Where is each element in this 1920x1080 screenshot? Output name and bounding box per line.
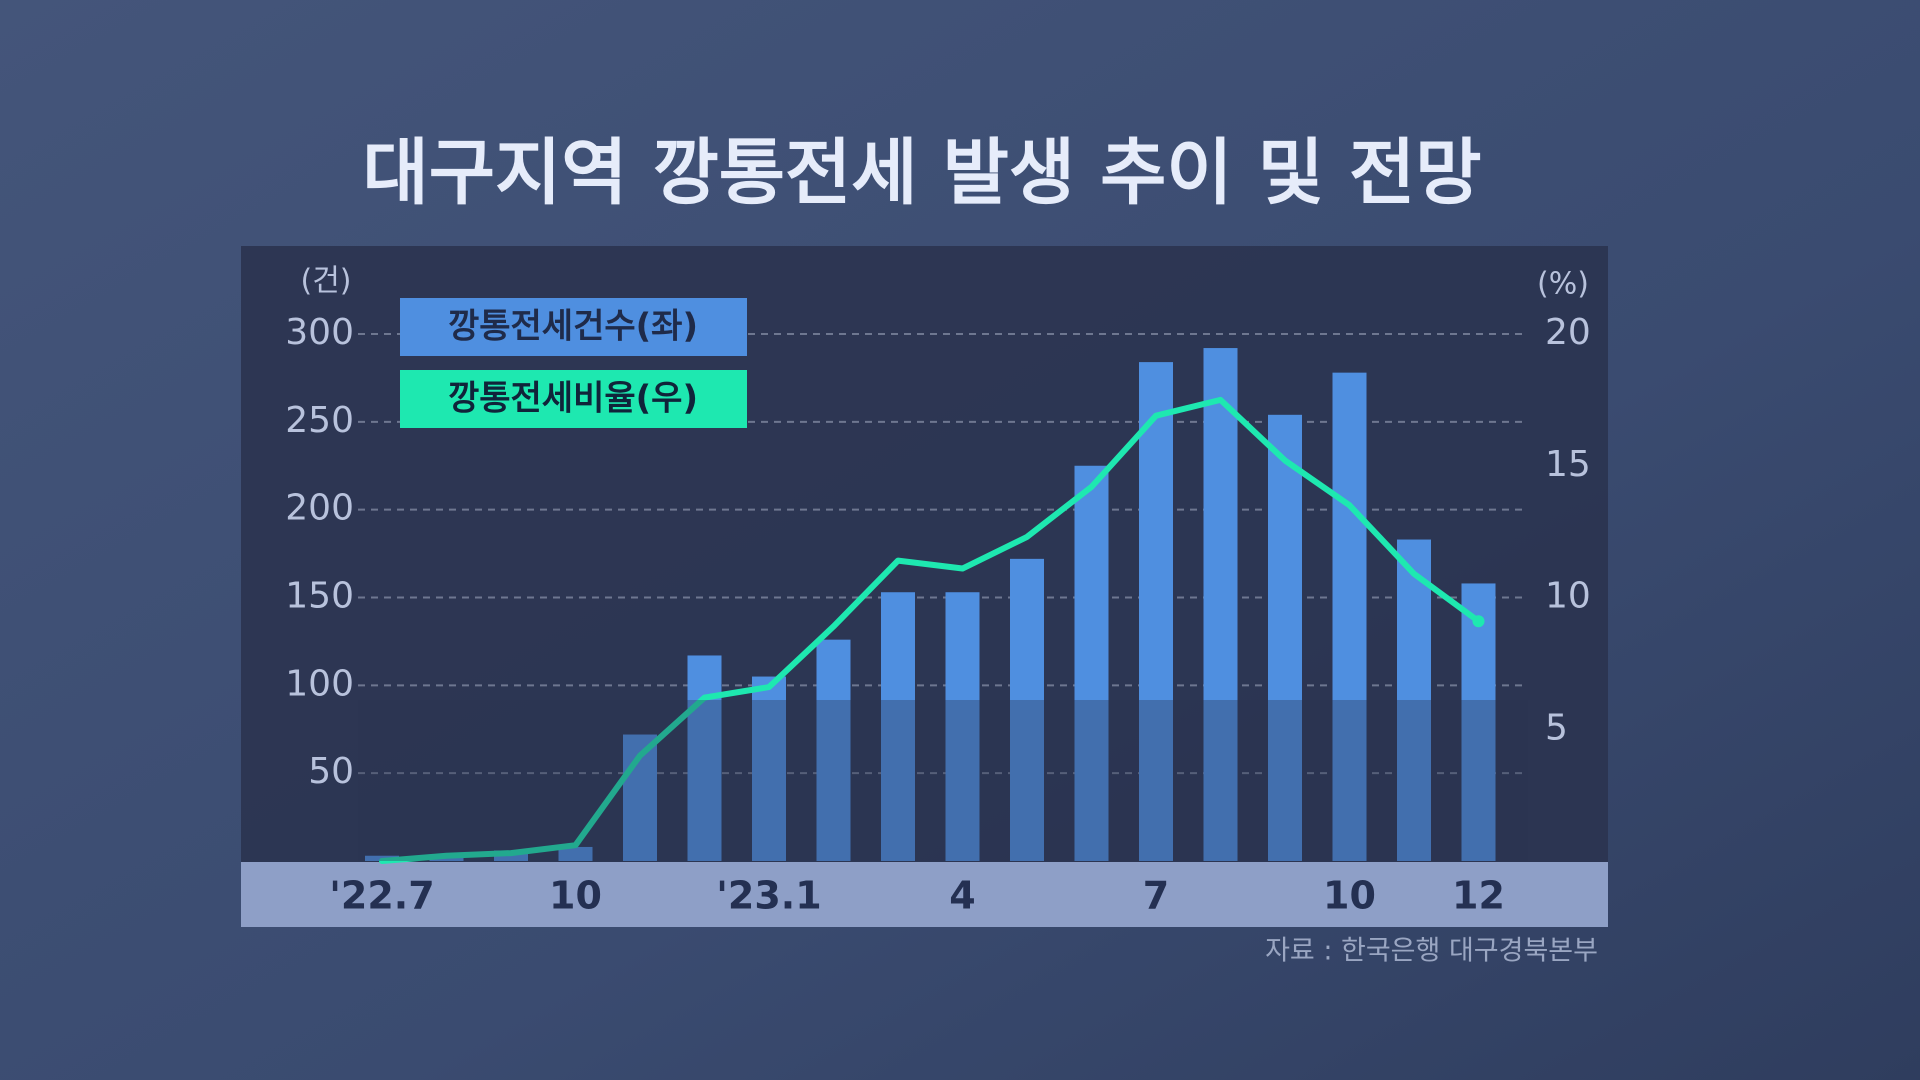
legend-label: 깡통전세건수(좌) [448, 307, 698, 347]
x-tick-label: 10 [549, 874, 602, 918]
x-tick-label: '23.1 [716, 874, 821, 918]
y2-tick-label: 20 [1545, 312, 1591, 353]
y-tick-label: 150 [285, 576, 354, 617]
chart-title: 대구지역 깡통전세 발생 추이 및 전망 [363, 131, 1482, 215]
x-tick-label: 10 [1323, 874, 1376, 918]
y-tick-label: 250 [285, 400, 354, 441]
line [379, 396, 1482, 864]
bar [429, 857, 464, 861]
y2-axis-label: (%) [1537, 267, 1589, 302]
bar [1461, 583, 1496, 861]
source: 자료 : 한국은행 대구경북본부 [1265, 936, 1598, 967]
legend-swatch [400, 298, 747, 356]
x-tick-label: 7 [1143, 874, 1169, 918]
bar-fade [358, 700, 1528, 861]
y-axis-label: (건) [300, 264, 351, 299]
bar [1397, 539, 1431, 861]
bar [1332, 372, 1367, 861]
bar [558, 846, 593, 861]
y2-tick-label: 5 [1545, 707, 1568, 748]
y-tick-label: 50 [308, 751, 354, 792]
bar [752, 676, 786, 861]
y-tick-label: 100 [285, 663, 354, 704]
bar [1074, 465, 1109, 861]
y2-tick-label: 10 [1545, 576, 1591, 617]
bar [687, 655, 722, 861]
bar [1139, 362, 1173, 861]
bar [1268, 414, 1302, 861]
bar [881, 592, 915, 861]
bar [945, 592, 980, 861]
bar [1203, 348, 1238, 861]
legend-swatch [400, 370, 747, 428]
bar [816, 639, 851, 861]
x-tick-label: 12 [1452, 874, 1505, 918]
x-axis-band [241, 862, 1608, 927]
line-end-point [1472, 615, 1485, 628]
x-tick-label: 4 [949, 874, 975, 918]
x-tick-label: '22.7 [329, 874, 434, 918]
bar [1010, 558, 1044, 861]
legend-label: 깡통전세비율(우) [448, 379, 698, 419]
y-tick-label: 300 [285, 312, 354, 353]
y-tick-label: 200 [285, 488, 354, 529]
y2-tick-label: 15 [1545, 444, 1591, 485]
